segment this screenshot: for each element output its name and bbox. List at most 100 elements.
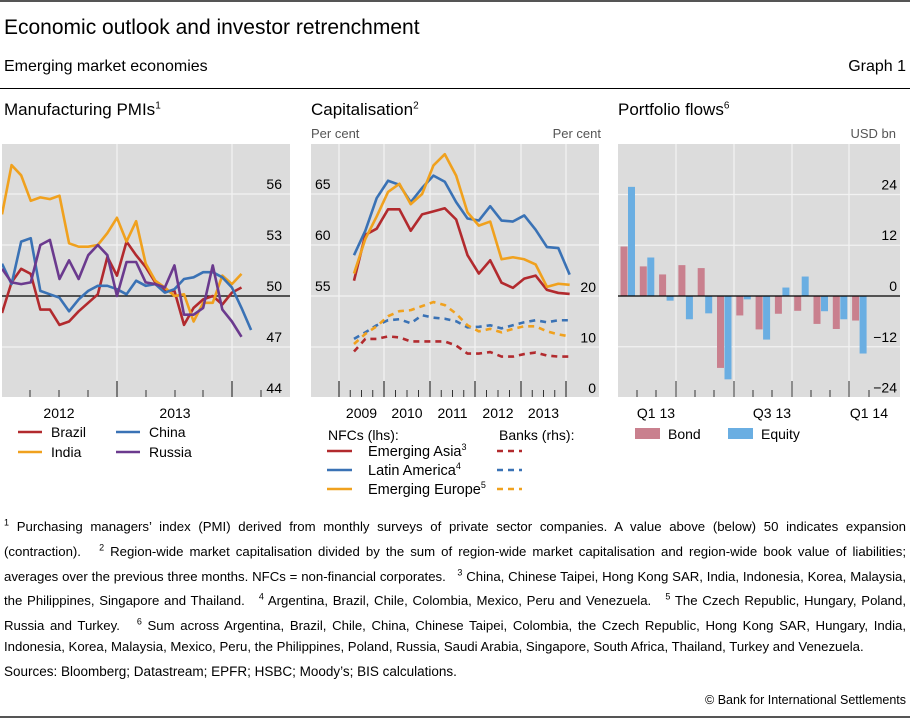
flows-title-footnote: 6	[723, 100, 730, 112]
flows-xtick-label: Q3 13	[753, 405, 791, 421]
flows-bar-equity	[859, 296, 867, 354]
panel-title-cap: Capitalisation2	[311, 100, 419, 120]
flows-legend-label-bond: Bond	[668, 426, 701, 442]
sources: Sources: Bloomberg; Datastream; EPFR; HS…	[4, 664, 457, 679]
flows-ytick-label: 24	[881, 176, 897, 192]
footnote-marker: 5	[481, 480, 486, 490]
footnote-marker: 5	[665, 592, 671, 603]
flows-bar-bond	[639, 266, 647, 296]
pmi-legend-label-brazil: Brazil	[51, 424, 86, 440]
cap-xtick-label: 2011	[437, 405, 467, 421]
footnote-3: 3 China, Chinese Taipei, Hong Kong SAR, …	[4, 567, 906, 609]
cap-xtick-label: 2013	[528, 405, 559, 421]
flows-unit: USD bn	[850, 126, 896, 141]
pmi-plot-area	[2, 144, 290, 397]
cap-series-nfcs-emerging-asia	[352, 206, 570, 296]
flows-plot-area	[618, 144, 900, 397]
flows-bar-bond	[774, 296, 782, 314]
flows-bar-equity	[801, 276, 809, 296]
cap-legend-group-banks: Banks (rhs):	[499, 427, 574, 443]
flows-bar-bond	[794, 296, 802, 311]
flows-title-text: Portfolio flows	[618, 100, 724, 119]
cap-title-text: Capitalisation	[311, 100, 414, 119]
cap-legend-group-nfc: NFCs (lhs):	[328, 427, 399, 443]
flows-bar-equity	[821, 296, 828, 312]
panel-title-pmi: Manufacturing PMIs1	[4, 100, 161, 120]
footnote-marker: 4	[258, 592, 264, 603]
footnote-marker: 2	[99, 542, 105, 553]
pmi-ytick-label: 56	[266, 176, 282, 192]
pmi-legend-label-russia: Russia	[149, 444, 192, 460]
cap-right-ytick-label: 20	[580, 279, 596, 295]
flows-bar-equity	[840, 296, 848, 320]
cap-series-nfcs-emerging-europe	[352, 152, 570, 289]
flows-bar-bond	[678, 265, 686, 296]
bottom-rule	[0, 716, 910, 718]
flows-bar-equity	[743, 296, 751, 300]
pmi-series-russia	[2, 238, 243, 338]
pmi-title-text: Manufacturing PMIs	[4, 100, 156, 119]
pmi-xtick-label: 2013	[159, 405, 190, 421]
flows-bar-bond	[813, 296, 821, 324]
footnote-marker: 3	[457, 567, 463, 578]
flows-legend-swatch-equity	[728, 428, 753, 439]
pmi-ytick-label: 53	[266, 227, 282, 243]
flows-bar-bond	[717, 296, 724, 368]
panel-title-flows: Portfolio flows6	[618, 100, 729, 120]
footnote-marker: 3	[462, 442, 467, 452]
cap-right-ytick-label: 0	[588, 380, 596, 396]
cap-legend-label-latin-america: Latin America4	[368, 461, 461, 479]
flows-bar-equity	[685, 296, 693, 320]
flows-bar-bond	[659, 274, 667, 296]
cap-xtick-label: 2010	[391, 405, 422, 421]
flows-legend-label-equity: Equity	[761, 426, 800, 442]
footnote-5: 5 The Czech Republic, Hungary, Poland, R…	[4, 592, 906, 634]
flows-bar-bond	[620, 246, 628, 296]
cap-xtick-label: 2009	[346, 405, 377, 421]
top-rule	[0, 0, 910, 2]
copyright: © Bank for International Settlements	[705, 693, 906, 707]
flows-bar-bond	[736, 296, 744, 316]
pmi-legend-label-china: China	[149, 424, 186, 440]
cap-series-banks-latin-america	[353, 313, 570, 341]
flows-bar-equity	[763, 296, 771, 340]
cap-series-banks-emerging-asia	[353, 335, 570, 358]
cap-right-ytick-label: 10	[580, 330, 596, 346]
flows-ytick-label: −24	[873, 380, 897, 396]
flows-bar-bond	[852, 296, 860, 321]
cap-left-ytick-label: 55	[315, 278, 331, 294]
pmi-xtick-label: 2012	[43, 405, 74, 421]
cap-legend-label-emerging-europe: Emerging Europe5	[368, 480, 486, 498]
flows-bar-bond	[697, 268, 705, 296]
graph-number: Graph 1	[848, 58, 906, 75]
pmi-series-brazil	[2, 240, 243, 327]
flows-legend-swatch-bond	[635, 428, 660, 439]
flows-ytick-label: 0	[889, 278, 897, 294]
flows-bar-bond	[755, 296, 763, 330]
footnote-2: 2 Region-wide market capitalisation divi…	[4, 542, 906, 584]
cap-series-nfcs-latin-america	[352, 174, 571, 276]
pmi-series-india	[2, 163, 243, 323]
flows-bar-bond	[832, 296, 840, 329]
pmi-title-footnote: 1	[155, 100, 161, 112]
flows-bar-equity	[628, 186, 635, 296]
flows-bar-equity	[724, 296, 732, 380]
footnote-marker: 6	[136, 616, 142, 627]
pmi-legend-label-india: India	[51, 444, 82, 460]
pmi-ytick-label: 44	[266, 380, 282, 396]
cap-legend-label-emerging-asia: Emerging Asia3	[368, 442, 467, 460]
cap-xtick-label: 2012	[482, 405, 513, 421]
cap-plot-area	[311, 144, 599, 397]
flows-bar-equity	[647, 257, 655, 296]
flows-bar-equity	[705, 296, 713, 314]
header-rule	[0, 88, 910, 89]
cap-left-ytick-label: 60	[315, 227, 331, 243]
flows-ytick-label: −12	[873, 329, 897, 345]
flows-bar-equity	[782, 287, 790, 296]
flows-xtick-label: Q1 13	[637, 405, 675, 421]
cap-title-footnote: 2	[413, 100, 419, 112]
footnotes: 1 Purchasing managers’ index (PMI) deriv…	[4, 513, 906, 658]
footnote-marker: 1	[4, 518, 10, 528]
flows-bar-equity	[666, 296, 674, 301]
